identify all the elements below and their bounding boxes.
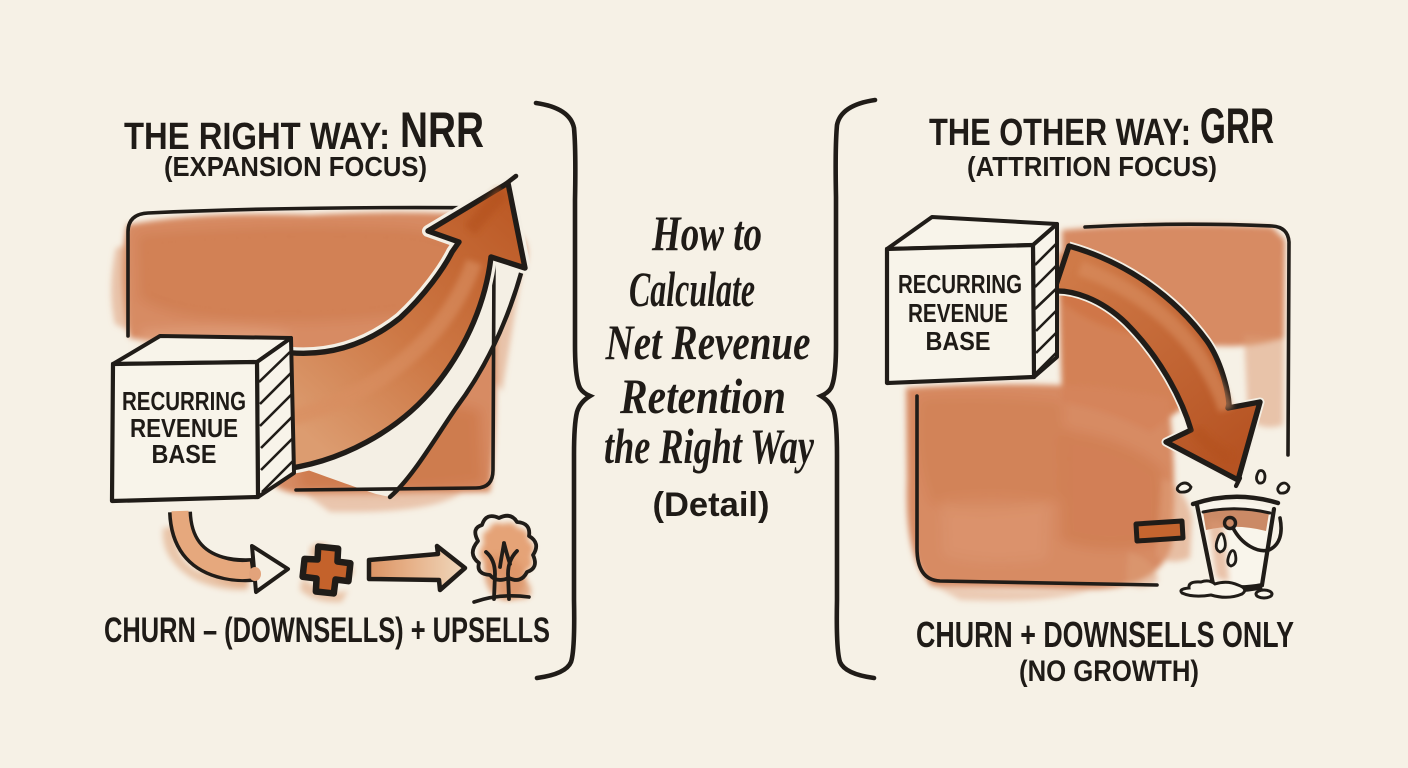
svg-text:(ATTRITION FOCUS): (ATTRITION FOCUS): [967, 151, 1217, 182]
svg-text:BASE: BASE: [926, 326, 991, 356]
svg-text:RECURRING: RECURRING: [122, 386, 246, 416]
svg-text:the Right Way: the Right Way: [604, 418, 815, 474]
svg-text:RECURRING: RECURRING: [898, 269, 1022, 299]
svg-text:CHURN – (DOWNSELLS) + UPSELLS: CHURN – (DOWNSELLS) + UPSELLS: [104, 611, 550, 650]
svg-text:NRR: NRR: [400, 102, 484, 158]
svg-text:Retention: Retention: [619, 368, 786, 424]
svg-text:GRR: GRR: [1200, 98, 1274, 154]
svg-text:THE OTHER WAY:: THE OTHER WAY:: [929, 112, 1191, 154]
svg-text:(EXPANSION FOCUS): (EXPANSION FOCUS): [164, 151, 427, 182]
svg-text:(NO GROWTH): (NO GROWTH): [1019, 655, 1199, 688]
svg-text:Calculate: Calculate: [629, 261, 755, 317]
svg-text:REVENUE: REVENUE: [908, 298, 1008, 328]
svg-text:How to: How to: [651, 205, 762, 261]
svg-text:THE RIGHT WAY:: THE RIGHT WAY:: [124, 116, 390, 158]
svg-text:(Detail): (Detail): [653, 486, 770, 524]
svg-text:Net Revenue: Net Revenue: [605, 314, 811, 370]
svg-text:CHURN + DOWNSELLS ONLY: CHURN + DOWNSELLS ONLY: [916, 614, 1294, 655]
svg-text:BASE: BASE: [152, 439, 217, 469]
svg-text:REVENUE: REVENUE: [130, 413, 238, 443]
